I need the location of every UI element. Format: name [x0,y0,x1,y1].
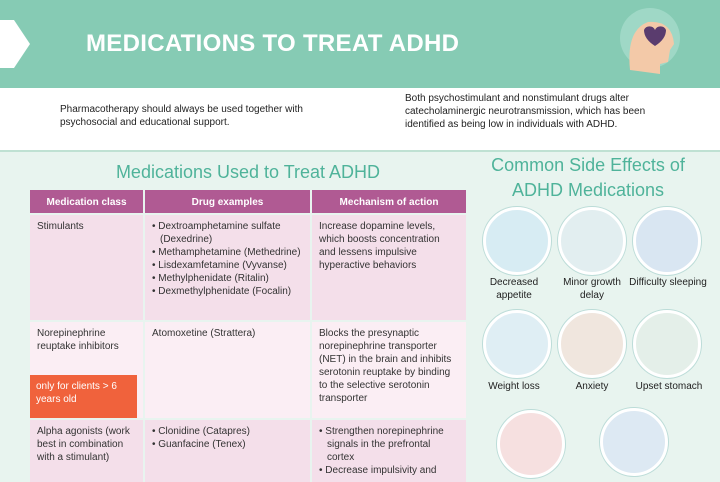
side-effect-label: Minor growth delay [563,277,621,301]
mechanism-cell: Blocks the presynaptic norepinephrine tr… [312,322,466,418]
drug: Atomoxetine (Strattera) [152,328,256,339]
side-effect-label: Anxiety [575,381,609,392]
class-text: Alpha agonists (work best in combination… [37,426,130,463]
drug: Guanfacine (Tenex) [152,438,303,451]
drug: Clonidine (Catapres) [152,425,303,438]
mechanism-cell: Increase dopamine levels, which boosts c… [312,215,466,320]
icon-circle [483,207,551,275]
header-shapes [0,8,680,74]
mechanism-cell: Strengthen norepinephrine signals in the… [312,420,466,482]
icon-circle [497,410,565,478]
drug: Dextroamphetamine sulfate (Dexedrine) [152,220,303,246]
column-header: Medication class [30,190,143,213]
mechanism: Blocks the presynaptic norepinephrine tr… [319,328,452,404]
drugs-cell: Clonidine (Catapres) Guanfacine (Tenex) [145,420,310,482]
icon-circle [633,310,701,378]
class-text: Norepinephrine reuptake inhibitors [37,328,119,352]
side-effect-label: Decreased appetite [489,277,539,301]
side-effects-title: Common Side Effects of ADHD Medications [491,155,685,200]
class-cell: Stimulants [30,215,143,320]
side-effect-label: Upset stomach [635,381,703,392]
column-header: Mechanism of action [312,190,466,213]
icon-circle [558,207,626,275]
drugs-cell: Dextroamphetamine sulfate (Dexedrine) Me… [145,215,310,320]
header-band [0,0,720,88]
drug: Lisdexamfetamine (Vyvanse) [152,259,303,272]
drug: Dexmethylphenidate (Focalin) [152,285,303,298]
icon-circle [600,408,668,476]
side-effect-label: Difficulty sleeping [629,277,707,288]
column-header: Drug examples [145,190,310,213]
icon-circle [633,207,701,275]
intro-right: Both psychostimulant and nonstimulant dr… [405,93,646,130]
page-title: MEDICATIONS TO TREAT ADHD [86,30,460,57]
mechanism: Increase dopamine levels, which boosts c… [319,221,440,271]
side-effect-label: Weight loss [488,381,540,392]
drug: Methamphetamine (Methedrine) [152,246,303,259]
note-box: only for clients > 6 years old [30,375,137,418]
table-title: Medications Used to Treat ADHD [115,162,381,182]
class-cell: Alpha agonists (work best in combination… [30,420,143,482]
heart-icon [644,26,666,46]
mechanism: Decrease impulsivity and [319,464,459,477]
icon-circle [483,310,551,378]
class-text: Stimulants [37,221,84,232]
drugs-cell: Atomoxetine (Strattera) [145,322,310,418]
mechanism: Strengthen norepinephrine signals in the… [319,425,459,464]
intro-left: Pharmacotherapy should always be used to… [60,104,303,128]
arrow [0,20,30,68]
drug: Methylphenidate (Ritalin) [152,272,303,285]
icon-circle [558,310,626,378]
